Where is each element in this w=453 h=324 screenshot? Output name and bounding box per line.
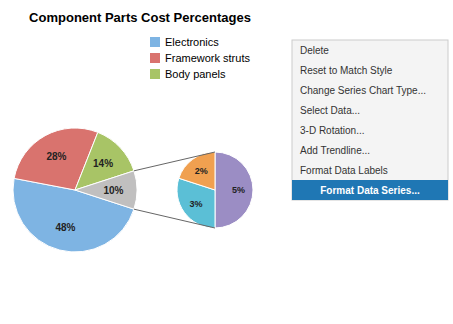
data-labels: 48% 28% 14% 10% <box>46 151 123 233</box>
data-label: 5% <box>232 185 245 195</box>
legend-swatch <box>150 53 160 63</box>
connector-line <box>134 209 215 228</box>
pie-slice <box>75 171 137 209</box>
pie <box>13 128 137 252</box>
data-label: 10% <box>103 185 123 196</box>
pie-slice <box>179 152 215 190</box>
data-label: 28% <box>46 151 66 162</box>
menu-background <box>292 40 448 200</box>
annotation: Change Series Chart Type... <box>300 85 426 96</box>
pie-slice <box>215 152 253 228</box>
data-label: 48% <box>55 222 75 233</box>
legend: Electronics Framework struts Body panels <box>150 36 250 80</box>
data-labels: 5% 3% 2% <box>189 166 245 209</box>
legend-label: Framework struts <box>165 52 250 64</box>
data-label: 3% <box>189 199 202 209</box>
chart-svg: Component Parts Cost Percentages 48% 28% 14… <box>0 0 453 324</box>
annotation: Add Trendline... <box>300 145 370 156</box>
data-label: 14% <box>93 158 113 169</box>
legend-label: Body panels <box>165 68 226 80</box>
annotation: Select Data... <box>300 105 360 116</box>
connector-line <box>134 152 215 171</box>
chart-title: Component Parts Cost Percentages <box>29 10 251 25</box>
legend-swatch <box>150 69 160 79</box>
annotation: Format Data Series... <box>320 185 420 196</box>
menu-highlight <box>292 180 448 200</box>
annotation: Format Data Labels <box>300 165 388 176</box>
annotation-menu: Delete Reset to Match Style Change Series … <box>292 40 448 200</box>
annotation: 3-D Rotation... <box>300 125 364 136</box>
annotation: Reset to Match Style <box>300 65 393 76</box>
pie <box>177 152 253 228</box>
legend-swatch <box>150 37 160 47</box>
data-label: 2% <box>195 166 208 176</box>
legend-label: Electronics <box>165 36 219 48</box>
annotation: Delete <box>300 45 329 56</box>
